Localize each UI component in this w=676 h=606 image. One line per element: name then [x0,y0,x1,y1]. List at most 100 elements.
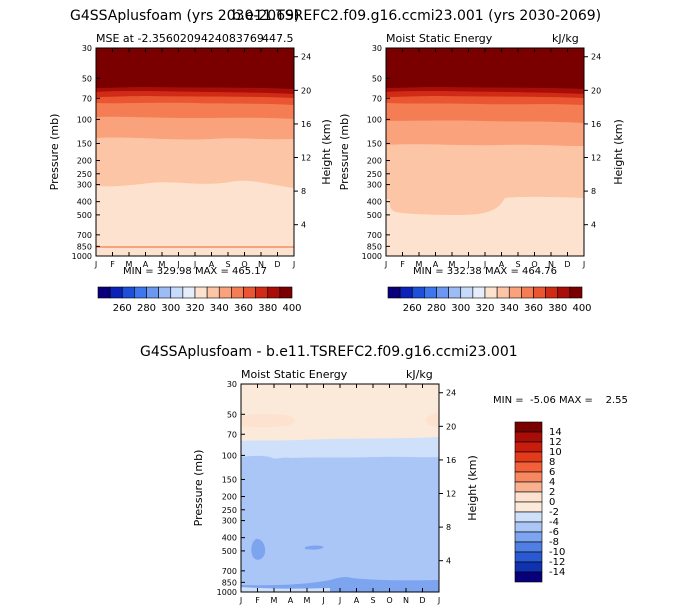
y-tick-label: 200 [77,157,92,166]
panel-top-right-ylabel: Pressure (mb) [338,114,351,191]
right-tick-label: 8 [446,523,451,532]
colorbar-label: 280 [137,303,156,314]
colorbar-label: 380 [258,303,277,314]
right-tick-label: 4 [591,221,596,230]
panel-top-right-colorbar: 260 280 300 320 340 360 380 400 [387,286,592,314]
colorbar-swatch [521,286,534,299]
colorbar-swatch [514,531,543,543]
colorbar-swatch [121,286,135,299]
y-tick-label: 30 [227,380,237,389]
y-tick-label: 30 [372,44,382,53]
x-tick-label: J [338,596,341,605]
panel-top-left-ylabel-right: Height (km) [320,119,333,185]
colorbar-swatch [508,286,522,299]
y-tick-label: 50 [82,74,92,83]
x-tick-label: J [384,260,387,269]
panel-bottom-stats: MIN = -5.06 MAX = 2.55 [493,395,628,406]
x-tick-label: J [466,260,469,269]
x-tick-label: S [225,260,230,269]
y-tick-label: 200 [222,493,237,502]
panel-top-left-units: 447.5 [262,32,294,45]
band-b-pos [241,384,439,441]
y-tick-label: 700 [367,231,382,240]
right-tick-label: 12 [591,154,601,163]
colorbar-swatch [569,286,583,299]
y-tick-label: 1000 [217,588,237,597]
x-tick-label: M [416,260,423,269]
y-tick-label: 70 [372,94,382,103]
band-b-warm-surface [241,587,330,592]
colorbar-label: 360 [234,303,253,314]
y-tick-label: 850 [367,242,382,251]
y-tick-label: 500 [77,211,92,220]
x-tick-label: J [94,260,97,269]
colorbar-label: 300 [161,303,180,314]
panel-top-right-stats: MIN = 332.38 MAX = 464.76 [413,266,557,277]
colorbar-swatch [399,286,413,299]
colorbar-label: 0 [549,497,555,508]
y-tick-label: 300 [222,517,237,526]
x-tick-label: N [403,596,409,605]
colorbar-label: 280 [427,303,446,314]
colorbar-swatch [514,551,543,563]
colorbar-swatch [231,286,244,299]
y-tick-label: 100 [77,115,92,124]
x-tick-label: A [288,596,294,605]
y-tick-label: 100 [222,451,237,460]
colorbar-label: 14 [549,427,562,438]
colorbar-label: 340 [500,303,519,314]
panel-top-left-ylabel: Pressure (mb) [48,114,61,191]
colorbar-swatch [514,521,543,533]
colorbar-swatch [514,541,543,553]
colorbar-label: 340 [210,303,229,314]
y-tick-label: 50 [372,74,382,83]
colorbar-swatch [514,461,543,473]
x-tick-label: J [321,596,324,605]
right-tick-label: 4 [446,557,451,566]
colorbar-swatch [243,286,256,299]
panel-bottom-ylabel-right: Height (km) [466,455,479,521]
y-tick-label: 30 [82,44,92,53]
colorbar-swatch [484,286,498,299]
x-tick-label: S [370,596,375,605]
x-tick-label: O [241,260,247,269]
x-tick-label: J [239,596,242,605]
x-tick-label: A [143,260,149,269]
x-tick-label: J [582,260,585,269]
panel-top-left-axes: J F M A M J J A S O N D J 30 50 70 100 150 200 250 300 400 500… [72,44,312,269]
band-b-warm-left [241,413,295,428]
colorbar-label: 400 [282,303,301,314]
panel-top-right-subtitle: Moist Static Energy [386,32,493,45]
y-tick-label: 200 [367,157,382,166]
colorbar-swatch [158,286,172,299]
y-tick-label: 250 [77,170,92,179]
band-b-cold-jun [305,545,324,550]
y-tick-label: 850 [77,242,92,251]
colorbar-label: 320 [475,303,494,314]
y-tick-label: 1000 [362,252,382,261]
band-b-cold-feb [251,538,266,560]
right-tick-label: 20 [301,86,311,95]
panel-top-left-stats: MIN = 329.98 MAX = 465.17 [123,266,267,277]
colorbar-label: -8 [549,537,559,548]
y-tick-label: 150 [222,475,237,484]
colorbar-label: 300 [451,303,470,314]
panel-bottom-ylabel: Pressure (mb) [192,450,205,527]
band-tl-surface [96,246,294,248]
colorbar-swatch [255,286,269,299]
colorbar-label: 400 [572,303,591,314]
colorbar-swatch [109,286,123,299]
colorbar-swatch [97,286,111,299]
x-tick-label: F [255,596,260,605]
panel-bottom-axes: J F M A M J J A S O N D J 30 50 70 100 150 200 250 300 400 500… [217,380,457,605]
colorbar-label: 10 [549,447,562,458]
colorbar-swatch [218,286,232,299]
colorbar-swatch [545,286,559,299]
colorbar-swatch [514,421,543,433]
panel-top-right-ylabel-right: Height (km) [612,119,625,185]
colorbar-label: 320 [185,303,204,314]
x-tick-label: S [515,260,520,269]
colorbar-label: -6 [549,527,559,538]
colorbar-label: -4 [549,517,559,528]
